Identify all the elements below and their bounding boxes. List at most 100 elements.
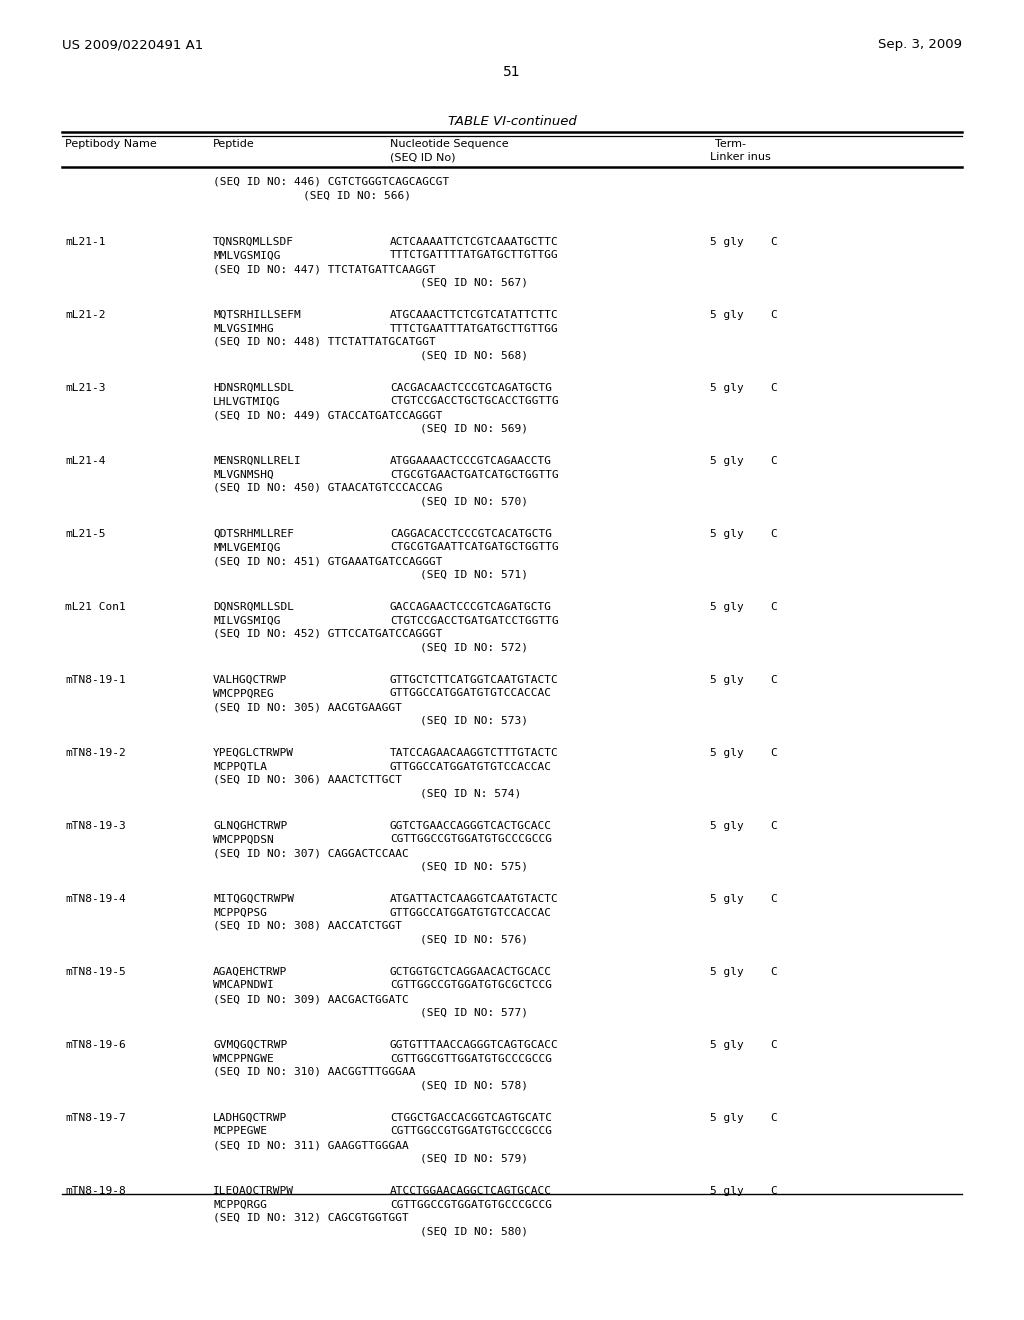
Text: C: C xyxy=(770,748,777,758)
Text: (SEQ ID NO: 311) GAAGGTTGGGAA: (SEQ ID NO: 311) GAAGGTTGGGAA xyxy=(213,1140,409,1150)
Text: CTGGCTGACCACGGTCAGTGCATC: CTGGCTGACCACGGTCAGTGCATC xyxy=(390,1113,552,1123)
Text: WMCPPQDSN: WMCPPQDSN xyxy=(213,834,273,845)
Text: CAGGACACCTCCCGTCACATGCTG: CAGGACACCTCCCGTCACATGCTG xyxy=(390,529,552,539)
Text: QDTSRHMLLREF: QDTSRHMLLREF xyxy=(213,529,294,539)
Text: mL21-2: mL21-2 xyxy=(65,310,105,319)
Text: MLVGNMSHQ: MLVGNMSHQ xyxy=(213,470,273,479)
Text: 5 gly: 5 gly xyxy=(710,310,743,319)
Text: GTTGGCCATGGATGTGTCCACCAC: GTTGGCCATGGATGTGTCCACCAC xyxy=(390,908,552,917)
Text: (SEQ ID NO: 447) TTCTATGATTCAAGGT: (SEQ ID NO: 447) TTCTATGATTCAAGGT xyxy=(213,264,436,275)
Text: (SEQ ID NO: 577): (SEQ ID NO: 577) xyxy=(420,1007,528,1018)
Text: (SEQ ID NO: 310) AACGGTTTGGGAA: (SEQ ID NO: 310) AACGGTTTGGGAA xyxy=(213,1067,416,1077)
Text: C: C xyxy=(770,894,777,904)
Text: CGTTGGCCGTGGATGTGCCCGCCG: CGTTGGCCGTGGATGTGCCCGCCG xyxy=(390,834,552,845)
Text: MCPPQRGG: MCPPQRGG xyxy=(213,1200,267,1209)
Text: GCTGGTGCTCAGGAACACTGCACC: GCTGGTGCTCAGGAACACTGCACC xyxy=(390,968,552,977)
Text: C: C xyxy=(770,1040,777,1049)
Text: TQNSRQMLLSDF: TQNSRQMLLSDF xyxy=(213,238,294,247)
Text: 5 gly: 5 gly xyxy=(710,748,743,758)
Text: ACTCAAAATTCTCGTCAAATGCTTC: ACTCAAAATTCTCGTCAAATGCTTC xyxy=(390,238,559,247)
Text: ATGCAAACTTCTCGTCATATTCTTC: ATGCAAACTTCTCGTCATATTCTTC xyxy=(390,310,559,319)
Text: LHLVGTMIQG: LHLVGTMIQG xyxy=(213,396,281,407)
Text: CTGCGTGAATTCATGATGCTGGTTG: CTGCGTGAATTCATGATGCTGGTTG xyxy=(390,543,559,553)
Text: Term-: Term- xyxy=(715,139,746,149)
Text: TTTCTGATTTTATGATGCTTGTTGG: TTTCTGATTTTATGATGCTTGTTGG xyxy=(390,251,559,260)
Text: (SEQ ID NO: 566): (SEQ ID NO: 566) xyxy=(303,190,411,201)
Text: (SEQ ID NO: 569): (SEQ ID NO: 569) xyxy=(420,424,528,433)
Text: (SEQ ID N: 574): (SEQ ID N: 574) xyxy=(420,788,521,799)
Text: 5 gly: 5 gly xyxy=(710,383,743,393)
Text: MCPPQTLA: MCPPQTLA xyxy=(213,762,267,771)
Text: C: C xyxy=(770,383,777,393)
Text: ATCCTGGAACAGGCTCAGTGCACC: ATCCTGGAACAGGCTCAGTGCACC xyxy=(390,1185,552,1196)
Text: C: C xyxy=(770,1185,777,1196)
Text: Sep. 3, 2009: Sep. 3, 2009 xyxy=(878,38,962,51)
Text: DQNSRQMLLSDL: DQNSRQMLLSDL xyxy=(213,602,294,612)
Text: (SEQ ID NO: 575): (SEQ ID NO: 575) xyxy=(420,862,528,871)
Text: (SEQ ID NO: 309) AACGACTGGATC: (SEQ ID NO: 309) AACGACTGGATC xyxy=(213,994,409,1005)
Text: Linker inus: Linker inus xyxy=(710,152,771,162)
Text: (SEQ ID NO: 568): (SEQ ID NO: 568) xyxy=(420,351,528,360)
Text: AGAQEHCTRWP: AGAQEHCTRWP xyxy=(213,968,288,977)
Text: (SEQ ID NO: 451) GTGAAATGATCCAGGGT: (SEQ ID NO: 451) GTGAAATGATCCAGGGT xyxy=(213,556,442,566)
Text: CTGCGTGAACTGATCATGCTGGTTG: CTGCGTGAACTGATCATGCTGGTTG xyxy=(390,470,559,479)
Text: mL21-4: mL21-4 xyxy=(65,455,105,466)
Text: (SEQ ID NO: 571): (SEQ ID NO: 571) xyxy=(420,569,528,579)
Text: mL21-5: mL21-5 xyxy=(65,529,105,539)
Text: WMCPPNGWE: WMCPPNGWE xyxy=(213,1053,273,1064)
Text: (SEQ ID NO: 576): (SEQ ID NO: 576) xyxy=(420,935,528,945)
Text: MCPPQPSG: MCPPQPSG xyxy=(213,908,267,917)
Text: WMCAPNDWI: WMCAPNDWI xyxy=(213,981,273,990)
Text: (SEQ ID NO: 312) CAGCGTGGTGGT: (SEQ ID NO: 312) CAGCGTGGTGGT xyxy=(213,1213,409,1224)
Text: mTN8-19-5: mTN8-19-5 xyxy=(65,968,126,977)
Text: (SEQ ID NO: 579): (SEQ ID NO: 579) xyxy=(420,1154,528,1163)
Text: C: C xyxy=(770,529,777,539)
Text: (SEQ ID NO: 307) CAGGACTCCAAC: (SEQ ID NO: 307) CAGGACTCCAAC xyxy=(213,847,409,858)
Text: mTN8-19-4: mTN8-19-4 xyxy=(65,894,126,904)
Text: US 2009/0220491 A1: US 2009/0220491 A1 xyxy=(62,38,203,51)
Text: WMCPPQREG: WMCPPQREG xyxy=(213,689,273,698)
Text: (SEQ ID NO: 570): (SEQ ID NO: 570) xyxy=(420,496,528,507)
Text: 5 gly: 5 gly xyxy=(710,1185,743,1196)
Text: C: C xyxy=(770,968,777,977)
Text: CACGACAACTCCCGTCAGATGCTG: CACGACAACTCCCGTCAGATGCTG xyxy=(390,383,552,393)
Text: MENSRQNLLRELI: MENSRQNLLRELI xyxy=(213,455,301,466)
Text: LADHGQCTRWP: LADHGQCTRWP xyxy=(213,1113,288,1123)
Text: mL21-3: mL21-3 xyxy=(65,383,105,393)
Text: (SEQ ID NO: 446) CGTCTGGGTCAGCAGCGT: (SEQ ID NO: 446) CGTCTGGGTCAGCAGCGT xyxy=(213,177,450,187)
Text: GGTCTGAACCAGGGTCACTGCACC: GGTCTGAACCAGGGTCACTGCACC xyxy=(390,821,552,832)
Text: CGTTGGCCGTGGATGTGCCCGCCG: CGTTGGCCGTGGATGTGCCCGCCG xyxy=(390,1200,552,1209)
Text: 5 gly: 5 gly xyxy=(710,238,743,247)
Text: CTGTCCGACCTGATGATCCTGGTTG: CTGTCCGACCTGATGATCCTGGTTG xyxy=(390,615,559,626)
Text: Peptide: Peptide xyxy=(213,139,255,149)
Text: CGTTGGCGTTGGATGTGCCCGCCG: CGTTGGCGTTGGATGTGCCCGCCG xyxy=(390,1053,552,1064)
Text: (SEQ ID NO: 572): (SEQ ID NO: 572) xyxy=(420,643,528,652)
Text: mTN8-19-8: mTN8-19-8 xyxy=(65,1185,126,1196)
Text: 5 gly: 5 gly xyxy=(710,675,743,685)
Text: MITQGQCTRWPW: MITQGQCTRWPW xyxy=(213,894,294,904)
Text: MQTSRHILLSEFM: MQTSRHILLSEFM xyxy=(213,310,301,319)
Text: C: C xyxy=(770,238,777,247)
Text: C: C xyxy=(770,310,777,319)
Text: GLNQGHCTRWP: GLNQGHCTRWP xyxy=(213,821,288,832)
Text: GGTGTTTAACCAGGGTCAGTGCACC: GGTGTTTAACCAGGGTCAGTGCACC xyxy=(390,1040,559,1049)
Text: 5 gly: 5 gly xyxy=(710,894,743,904)
Text: CGTTGGCCGTGGATGTGCGCTCCG: CGTTGGCCGTGGATGTGCGCTCCG xyxy=(390,981,552,990)
Text: mL21-1: mL21-1 xyxy=(65,238,105,247)
Text: 5 gly: 5 gly xyxy=(710,1113,743,1123)
Text: mTN8-19-1: mTN8-19-1 xyxy=(65,675,126,685)
Text: (SEQ ID NO: 305) AACGTGAAGGT: (SEQ ID NO: 305) AACGTGAAGGT xyxy=(213,702,402,711)
Text: CTGTCCGACCTGCTGCACCTGGTTG: CTGTCCGACCTGCTGCACCTGGTTG xyxy=(390,396,559,407)
Text: 51: 51 xyxy=(503,65,521,79)
Text: (SEQ ID NO: 449) GTACCATGATCCAGGGT: (SEQ ID NO: 449) GTACCATGATCCAGGGT xyxy=(213,411,442,420)
Text: Peptibody Name: Peptibody Name xyxy=(65,139,157,149)
Text: mTN8-19-7: mTN8-19-7 xyxy=(65,1113,126,1123)
Text: GVMQGQCTRWP: GVMQGQCTRWP xyxy=(213,1040,288,1049)
Text: MLVGSIMHG: MLVGSIMHG xyxy=(213,323,273,334)
Text: (SEQ ID NO: 578): (SEQ ID NO: 578) xyxy=(420,1081,528,1090)
Text: GTTGGCCATGGATGTGTCCACCAC: GTTGGCCATGGATGTGTCCACCAC xyxy=(390,762,552,771)
Text: 5 gly: 5 gly xyxy=(710,821,743,832)
Text: C: C xyxy=(770,821,777,832)
Text: GTTGCTCTTCATGGTCAATGTACTC: GTTGCTCTTCATGGTCAATGTACTC xyxy=(390,675,559,685)
Text: TATCCAGAACAAGGTCTTTGTACTC: TATCCAGAACAAGGTCTTTGTACTC xyxy=(390,748,559,758)
